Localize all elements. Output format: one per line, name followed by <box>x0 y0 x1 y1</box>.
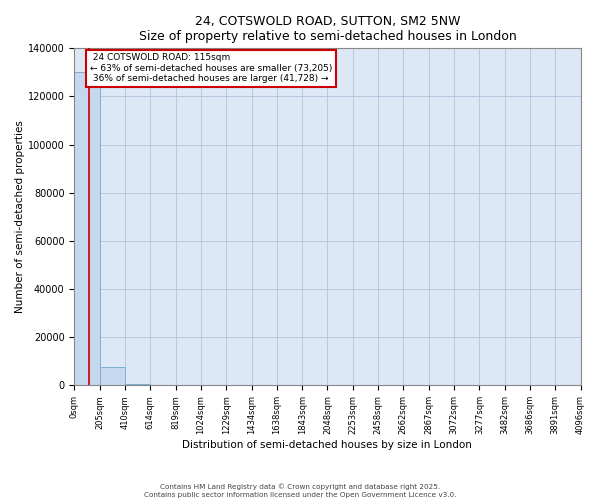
Text: 24 COTSWOLD ROAD: 115sqm
← 63% of semi-detached houses are smaller (73,205)
 36%: 24 COTSWOLD ROAD: 115sqm ← 63% of semi-d… <box>90 54 332 83</box>
Bar <box>100 368 125 386</box>
Y-axis label: Number of semi-detached properties: Number of semi-detached properties <box>15 120 25 314</box>
Text: Contains HM Land Registry data © Crown copyright and database right 2025.
Contai: Contains HM Land Registry data © Crown c… <box>144 484 456 498</box>
Title: 24, COTSWOLD ROAD, SUTTON, SM2 5NW
Size of property relative to semi-detached ho: 24, COTSWOLD ROAD, SUTTON, SM2 5NW Size … <box>139 15 517 43</box>
Bar <box>74 72 100 386</box>
X-axis label: Distribution of semi-detached houses by size in London: Distribution of semi-detached houses by … <box>182 440 472 450</box>
Bar <box>125 384 150 386</box>
